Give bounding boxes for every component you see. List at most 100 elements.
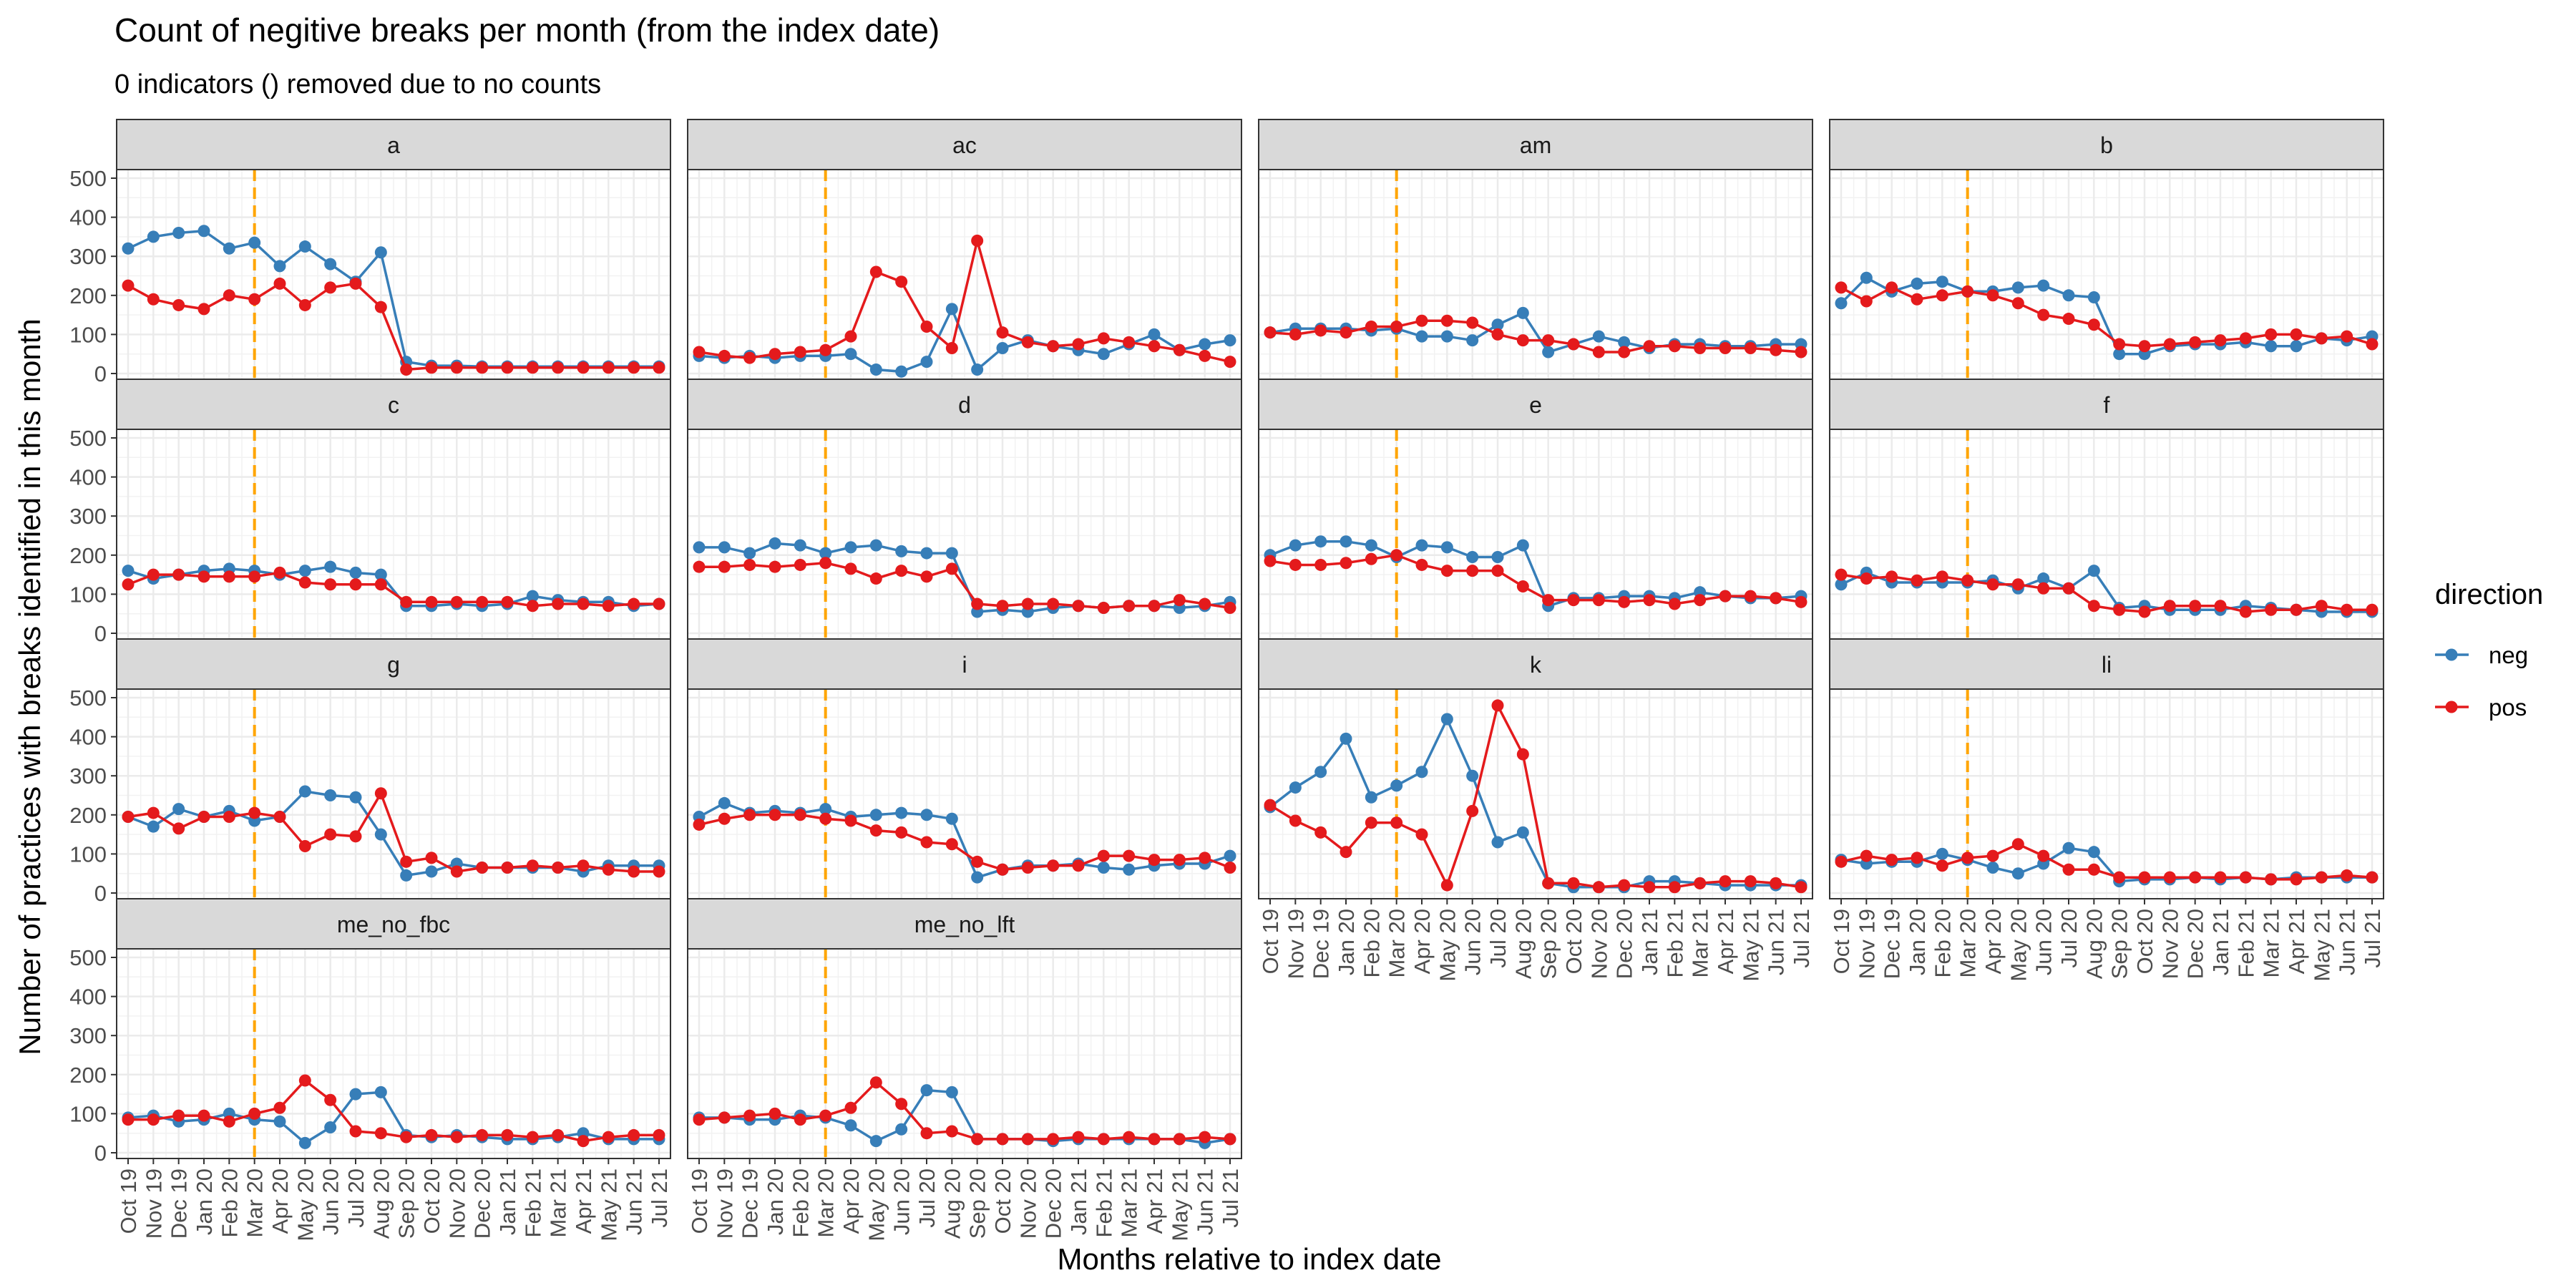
facet-strip (116, 119, 671, 170)
data-point-pos (147, 293, 160, 306)
data-point-pos (718, 560, 731, 573)
data-point-pos (172, 568, 185, 581)
data-point-pos (2341, 603, 2353, 616)
data-point-neg (1835, 297, 1848, 310)
data-point-pos (2189, 600, 2202, 613)
data-point-pos (971, 597, 984, 610)
x-tick-label: Feb 21 (520, 1169, 545, 1238)
data-point-pos (1795, 881, 1807, 894)
data-point-pos (1643, 340, 1656, 353)
series-line-pos (1269, 701, 1802, 889)
chart-title: Count of negitive breaks per month (from… (114, 11, 940, 49)
x-tick-label: Jan 21 (1637, 909, 1662, 975)
x-tick-label: Jun 21 (2335, 909, 2360, 975)
data-point-pos (248, 570, 261, 583)
data-point-neg (425, 865, 438, 878)
data-point-neg (1148, 328, 1161, 341)
data-point-pos (1516, 580, 1529, 592)
data-point-pos (577, 597, 590, 610)
legend-label: pos (2489, 694, 2527, 721)
data-point-pos (2239, 605, 2252, 618)
panel-border (116, 948, 671, 1159)
data-point-pos (2037, 582, 2050, 595)
data-point-pos (2138, 871, 2151, 884)
x-tick-label: Feb 21 (2233, 909, 2258, 978)
data-point-pos (298, 298, 311, 311)
data-point-pos (869, 572, 882, 585)
x-tick-label: Aug 20 (940, 1169, 965, 1239)
data-point-pos (273, 811, 286, 824)
y-tick-label: 0 (94, 621, 107, 646)
data-point-pos (122, 811, 135, 824)
data-point-pos (1365, 816, 1377, 829)
data-point-neg (895, 365, 908, 378)
facet-strip-label: c (388, 392, 399, 418)
data-point-pos (1694, 877, 1707, 889)
data-point-neg (920, 1084, 933, 1097)
data-point-pos (577, 859, 590, 872)
data-point-neg (1466, 551, 1479, 564)
data-point-pos (602, 1131, 615, 1143)
data-point-pos (2265, 603, 2278, 616)
data-point-pos (2113, 603, 2126, 616)
data-point-pos (996, 863, 1009, 876)
data-point-pos (476, 595, 489, 608)
data-point-pos (1936, 289, 1948, 302)
data-point-pos (1123, 1131, 1136, 1143)
data-point-pos (819, 1109, 832, 1122)
x-tick-label: May 21 (1738, 909, 1763, 982)
data-point-pos (1542, 334, 1555, 347)
data-point-neg (1542, 346, 1555, 358)
data-point-neg (794, 539, 806, 552)
data-point-pos (172, 822, 185, 835)
data-point-pos (1911, 574, 1923, 587)
data-point-neg (2037, 279, 2050, 292)
data-point-pos (197, 570, 210, 583)
series-line-pos (699, 561, 1231, 610)
data-point-pos (1440, 879, 1453, 892)
data-point-pos (1047, 340, 1060, 353)
data-point-pos (869, 1076, 882, 1089)
data-point-pos (324, 1093, 337, 1106)
data-point-pos (920, 836, 933, 849)
x-tick-label: Jan 20 (1905, 909, 1930, 975)
data-point-neg (1340, 732, 1352, 745)
data-point-pos (602, 600, 615, 613)
data-point-pos (501, 361, 514, 374)
data-point-pos (273, 1101, 286, 1114)
y-tick-label: 200 (69, 543, 107, 568)
data-point-neg (1340, 535, 1352, 548)
data-point-neg (920, 356, 933, 369)
data-point-pos (743, 809, 756, 821)
x-tick-label: Feb 21 (1091, 1169, 1116, 1238)
x-tick-label: Mar 20 (1385, 909, 1410, 977)
y-tick-label: 300 (69, 244, 107, 269)
data-point-pos (248, 293, 261, 306)
data-point-pos (2011, 838, 2024, 851)
data-point-pos (1567, 594, 1580, 607)
data-point-pos (1365, 552, 1377, 565)
data-point-pos (476, 361, 489, 374)
y-tick-label: 100 (69, 1101, 107, 1126)
panel-border (1829, 688, 2384, 899)
data-point-pos (1744, 875, 1757, 888)
x-tick-label: Jun 21 (1193, 1169, 1218, 1235)
data-point-neg (1516, 306, 1529, 319)
x-tick-label: Jun 20 (318, 1169, 343, 1235)
data-point-pos (996, 600, 1009, 613)
data-point-pos (945, 838, 958, 851)
data-point-pos (1770, 877, 1782, 889)
x-tick-label: Nov 20 (1015, 1169, 1040, 1239)
data-point-pos (769, 560, 781, 573)
data-point-pos (526, 361, 539, 374)
data-point-neg (349, 566, 362, 579)
data-point-pos (1415, 558, 1428, 571)
data-point-pos (2366, 603, 2379, 616)
x-tick-label: Dec 19 (738, 1169, 763, 1239)
x-tick-label: Oct 19 (1829, 909, 1854, 974)
data-point-pos (971, 234, 984, 247)
data-point-pos (1072, 859, 1085, 872)
data-point-pos (693, 1113, 706, 1126)
data-point-neg (819, 547, 832, 560)
x-tick-label: Aug 20 (369, 1169, 394, 1239)
